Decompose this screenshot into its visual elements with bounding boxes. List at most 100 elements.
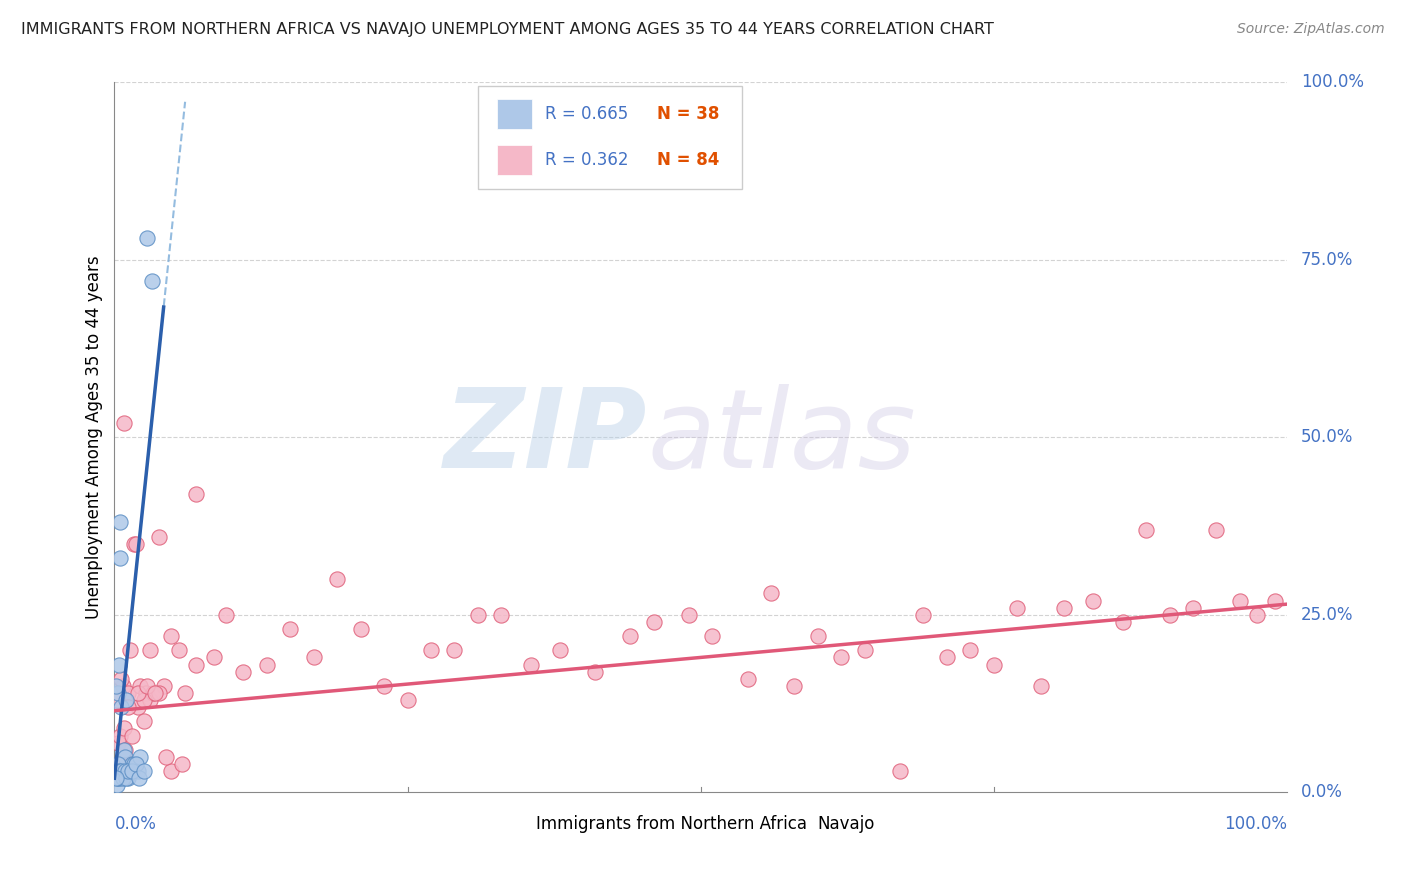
Point <box>1053 600 1076 615</box>
Point <box>117 686 139 700</box>
Text: 0.0%: 0.0% <box>114 815 156 833</box>
Point <box>132 693 155 707</box>
Point <box>124 757 146 772</box>
Text: R = 0.362: R = 0.362 <box>544 151 628 169</box>
Point <box>107 757 129 772</box>
Point <box>155 750 177 764</box>
FancyBboxPatch shape <box>478 86 741 188</box>
Point <box>443 643 465 657</box>
Point <box>104 764 127 778</box>
Text: Source: ZipAtlas.com: Source: ZipAtlas.com <box>1237 22 1385 37</box>
Point <box>110 516 132 530</box>
Point <box>127 764 149 778</box>
Point <box>202 650 225 665</box>
Text: N = 84: N = 84 <box>657 151 720 169</box>
Point <box>1229 593 1251 607</box>
Point <box>186 487 208 501</box>
Point <box>136 679 159 693</box>
FancyBboxPatch shape <box>787 814 815 836</box>
Text: 25.0%: 25.0% <box>1301 606 1354 624</box>
Point <box>121 757 143 772</box>
Point <box>1159 607 1181 622</box>
Point <box>104 771 127 785</box>
Point <box>1005 600 1028 615</box>
Point <box>114 743 136 757</box>
Text: 100.0%: 100.0% <box>1301 73 1364 91</box>
Point <box>114 764 136 778</box>
Point <box>759 586 782 600</box>
Point <box>173 686 195 700</box>
Point <box>1135 523 1157 537</box>
Point <box>115 693 138 707</box>
Point <box>112 416 135 430</box>
Text: Immigrants from Northern Africa: Immigrants from Northern Africa <box>537 815 807 833</box>
Point <box>737 672 759 686</box>
Point <box>110 551 132 566</box>
Point <box>105 764 128 778</box>
Text: 50.0%: 50.0% <box>1301 428 1353 446</box>
Point <box>148 686 170 700</box>
Point <box>108 757 131 772</box>
Point <box>118 643 141 657</box>
Point <box>115 757 138 772</box>
Point <box>807 629 830 643</box>
Point <box>124 757 146 772</box>
Point <box>114 750 136 764</box>
Point <box>1111 615 1133 629</box>
Point <box>129 679 152 693</box>
Point <box>142 686 165 700</box>
Point <box>167 643 190 657</box>
Point <box>132 714 155 729</box>
Point <box>1182 600 1205 615</box>
Point <box>702 629 724 643</box>
FancyBboxPatch shape <box>496 99 531 128</box>
Point <box>889 764 911 778</box>
Point <box>121 729 143 743</box>
Y-axis label: Unemployment Among Ages 35 to 44 years: Unemployment Among Ages 35 to 44 years <box>86 255 103 619</box>
Point <box>110 700 132 714</box>
Point <box>935 650 957 665</box>
Point <box>105 778 128 792</box>
Point <box>115 764 138 778</box>
Point <box>118 764 141 778</box>
Point <box>110 672 132 686</box>
Point <box>467 607 489 622</box>
Point <box>138 643 160 657</box>
Point <box>117 700 139 714</box>
Point <box>105 764 128 778</box>
Point <box>115 771 138 785</box>
Point <box>117 764 139 778</box>
Point <box>108 771 131 785</box>
Point <box>107 736 129 750</box>
Point <box>326 572 349 586</box>
Text: R = 0.665: R = 0.665 <box>544 105 628 123</box>
Point <box>117 771 139 785</box>
Point <box>912 607 935 622</box>
Point <box>107 686 129 700</box>
Point <box>278 622 301 636</box>
Point <box>491 607 513 622</box>
Point <box>112 722 135 736</box>
Point <box>105 693 128 707</box>
Point <box>112 743 135 757</box>
Point <box>124 537 146 551</box>
Point <box>121 764 143 778</box>
Point <box>186 657 208 672</box>
Point <box>124 537 146 551</box>
Point <box>983 657 1005 672</box>
Point <box>132 764 155 778</box>
Point <box>959 643 981 657</box>
Point <box>110 729 132 743</box>
Point <box>111 679 134 693</box>
Point <box>121 757 143 772</box>
Point <box>111 771 134 785</box>
Point <box>104 679 127 693</box>
Point <box>136 231 159 245</box>
Point <box>127 686 149 700</box>
Point <box>215 607 238 622</box>
Point <box>619 629 641 643</box>
Point <box>1205 523 1227 537</box>
Point <box>519 657 541 672</box>
Point <box>145 686 167 700</box>
Point <box>111 771 134 785</box>
